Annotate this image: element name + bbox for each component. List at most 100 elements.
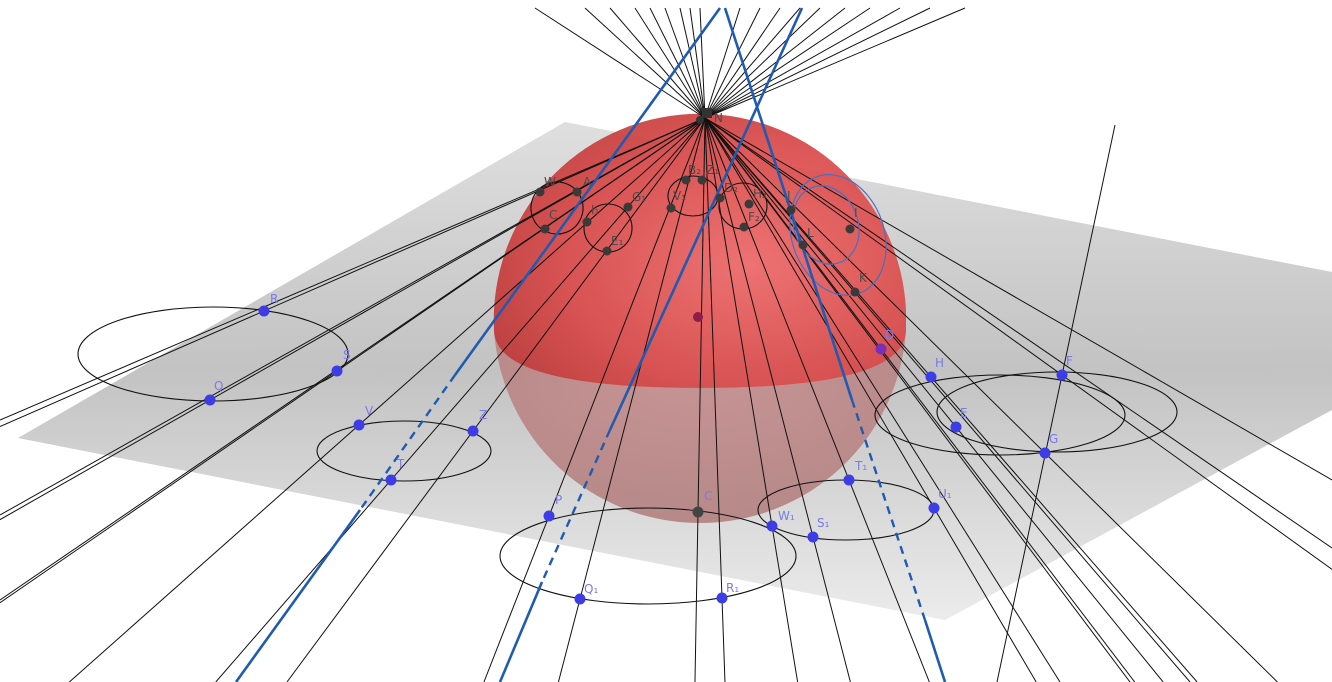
plane-point-label: R₁ xyxy=(726,581,739,595)
sphere-point-marker[interactable] xyxy=(582,217,592,227)
plane-point-label: V xyxy=(365,404,374,418)
plane-point-label: P xyxy=(555,493,562,507)
projection-ray xyxy=(704,117,1136,682)
sphere-point-marker[interactable] xyxy=(540,224,550,234)
plane-point-label: Z xyxy=(479,408,487,422)
sphere-point-marker[interactable] xyxy=(681,175,691,185)
fan-ray xyxy=(679,7,706,119)
plane-point[interactable]: Q xyxy=(204,379,224,406)
plane-point[interactable]: T₁ xyxy=(843,459,868,486)
sphere-point[interactable]: A xyxy=(572,175,593,197)
plane-point[interactable]: S xyxy=(331,348,351,377)
sphere-point-marker[interactable] xyxy=(850,287,860,297)
plane-point[interactable]: R xyxy=(258,292,279,317)
plane-point[interactable]: Z xyxy=(467,408,488,437)
projection-ray xyxy=(704,117,799,682)
sphere-point[interactable]: Z₁ xyxy=(697,163,720,185)
plane-point-marker[interactable] xyxy=(692,506,704,518)
projection-ray xyxy=(69,117,706,682)
plane-point-marker[interactable] xyxy=(258,305,270,317)
fan-ray xyxy=(699,7,706,119)
sphere-point-label: I₁ xyxy=(591,203,600,217)
sphere-point-marker[interactable] xyxy=(744,199,754,209)
sphere-point-marker[interactable] xyxy=(535,187,545,197)
plane-point-marker[interactable] xyxy=(925,371,937,383)
sphere-point[interactable]: B₂ xyxy=(681,163,702,185)
sphere-point[interactable]: I₁ xyxy=(582,203,600,227)
sphere-point[interactable]: F₂ xyxy=(739,210,760,232)
plane-point[interactable]: F xyxy=(1056,354,1074,381)
plane-point-marker[interactable] xyxy=(574,593,586,605)
line-through-f-g xyxy=(996,124,1116,682)
plane-point-label: C xyxy=(704,489,712,503)
blue-line-1 xyxy=(453,7,722,376)
plane-point-marker[interactable] xyxy=(875,343,887,355)
projection-ray xyxy=(704,117,1332,570)
sphere-point[interactable]: K xyxy=(850,271,869,297)
sphere-point-marker[interactable] xyxy=(798,240,808,250)
sphere-point-marker[interactable] xyxy=(739,222,749,232)
plane-point-marker[interactable] xyxy=(331,365,343,377)
sphere-point[interactable]: G₁ xyxy=(623,190,647,212)
plane-point-marker[interactable] xyxy=(385,474,397,486)
sphere-point[interactable]: W xyxy=(535,175,557,197)
plane-point[interactable]: P xyxy=(543,493,563,522)
sphere-point-marker[interactable] xyxy=(697,175,707,185)
plane-point-label: D xyxy=(885,328,894,342)
north-pole: N xyxy=(696,108,723,125)
sphere-point[interactable]: J xyxy=(786,189,796,215)
plane-point-marker[interactable] xyxy=(950,421,962,433)
sphere-point[interactable]: H₂ xyxy=(744,187,768,209)
sphere-point[interactable]: L xyxy=(798,226,815,250)
blue-line-3-hidden xyxy=(850,399,927,621)
blue-line-3-below xyxy=(923,619,947,682)
plane-point-marker[interactable] xyxy=(1039,447,1051,459)
plane-point[interactable]: T xyxy=(385,457,406,486)
plane-point[interactable]: D xyxy=(875,328,895,355)
sphere-point-marker[interactable] xyxy=(623,202,633,212)
blue-lines xyxy=(234,7,947,682)
plane-point-marker[interactable] xyxy=(204,394,216,406)
plane-point-marker[interactable] xyxy=(353,419,365,431)
sphere-point-marker[interactable] xyxy=(666,203,676,213)
sphere-point[interactable]: V₁ xyxy=(666,189,687,213)
sphere-point-label: K xyxy=(859,271,868,285)
sphere-point-label: G₁ xyxy=(632,190,646,204)
plane-point-marker[interactable] xyxy=(766,520,778,532)
plane-point-marker[interactable] xyxy=(467,425,479,437)
plane-point-marker[interactable] xyxy=(928,502,940,514)
plane-point[interactable]: C xyxy=(692,489,713,518)
plane-point[interactable]: S₁ xyxy=(807,516,830,543)
plane-point[interactable]: U₁ xyxy=(928,487,952,514)
sphere-point-label: B₂ xyxy=(688,163,701,177)
sphere-point-marker[interactable] xyxy=(602,246,612,256)
plane-point-marker[interactable] xyxy=(1056,369,1068,381)
sphere-point-label: Z₁ xyxy=(706,163,719,177)
sphere-point[interactable]: I xyxy=(845,206,858,234)
sphere-point[interactable]: C xyxy=(540,208,558,234)
sphere-point-marker[interactable] xyxy=(572,187,582,197)
fan-ray xyxy=(704,7,966,119)
sphere-point-marker[interactable] xyxy=(715,193,725,203)
sphere-point-marker[interactable] xyxy=(845,224,855,234)
plane-point-marker[interactable] xyxy=(543,510,555,522)
plane-point[interactable]: W₁ xyxy=(766,509,795,532)
plane-point[interactable]: Q₁ xyxy=(574,582,599,605)
sphere-center-point[interactable] xyxy=(693,312,703,322)
sphere-point[interactable]: D₂ xyxy=(715,181,739,203)
plane-point[interactable]: R₁ xyxy=(716,581,740,604)
plane-point-marker[interactable] xyxy=(843,474,855,486)
projection-ray xyxy=(0,117,706,521)
projection-ray xyxy=(557,117,706,682)
plane-point-label: R xyxy=(270,292,278,306)
fan-ray xyxy=(704,7,846,119)
sphere-point-marker[interactable] xyxy=(786,205,796,215)
plane-point-marker[interactable] xyxy=(716,592,728,604)
sphere-point[interactable]: E₁ xyxy=(602,234,624,256)
plane-point-marker[interactable] xyxy=(807,531,819,543)
plane-point[interactable]: H xyxy=(925,356,945,383)
plane-point-label: E xyxy=(960,406,968,420)
plane-point[interactable]: G xyxy=(1039,432,1059,459)
plane-point[interactable]: E xyxy=(950,406,968,433)
plane-point[interactable]: V xyxy=(353,404,375,431)
